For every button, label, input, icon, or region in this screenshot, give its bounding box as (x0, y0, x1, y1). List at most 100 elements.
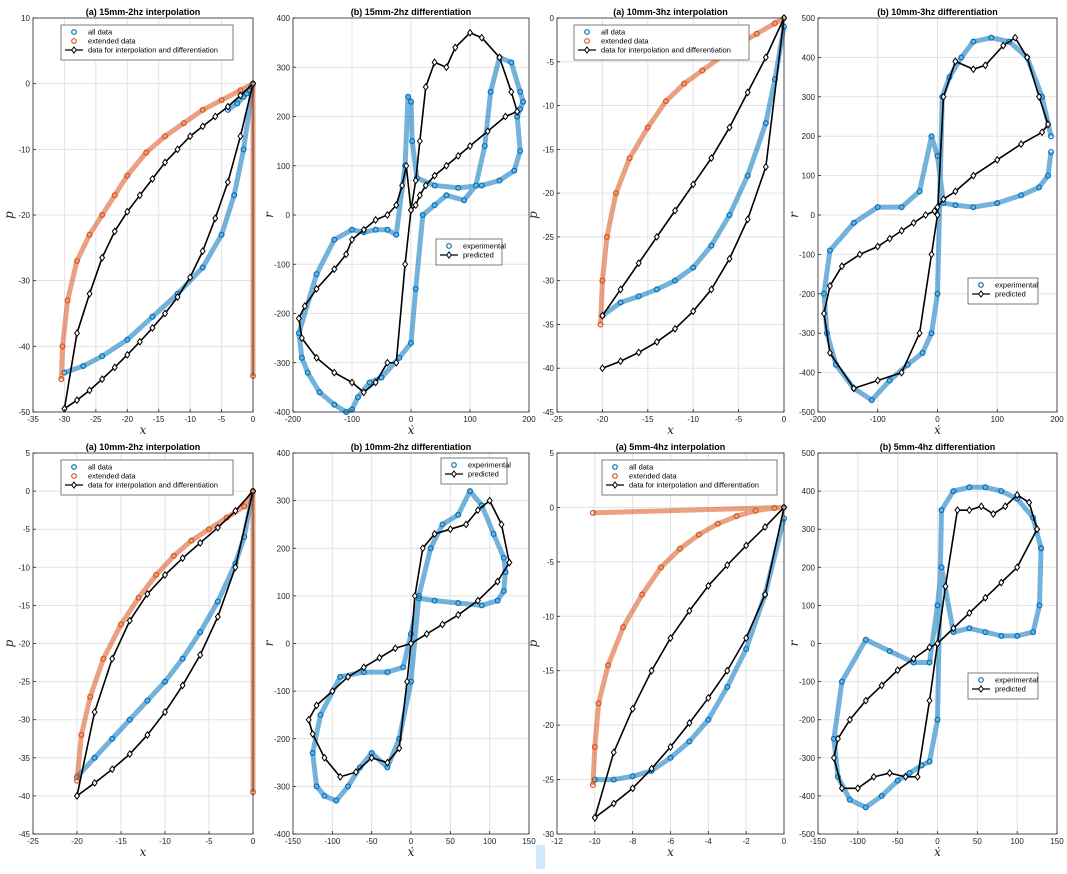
data-point (705, 693, 712, 702)
data-point (708, 242, 715, 249)
data-point (926, 758, 933, 765)
series-trace (74, 488, 256, 793)
data-point (1039, 128, 1046, 137)
legend-box (573, 24, 750, 61)
data-point (416, 137, 423, 146)
x-axis-label: x (140, 845, 147, 859)
data-point (78, 731, 85, 738)
data-point (970, 204, 977, 211)
data-point (179, 681, 186, 690)
x-tick-label: -5 (205, 837, 213, 846)
data-point (455, 610, 462, 619)
data-point (500, 588, 507, 595)
data-point (517, 147, 524, 154)
data-point (313, 701, 320, 710)
y-tick-label: -20 (18, 640, 30, 649)
legend-marker (451, 462, 457, 468)
series-trace (63, 81, 256, 375)
y-tick-label: -100 (274, 260, 291, 269)
data-point (188, 537, 195, 544)
data-point (926, 696, 933, 705)
data-point (603, 233, 610, 240)
legend-label: all data (88, 28, 113, 37)
y-axis-label: p (2, 639, 16, 647)
legend-label: experimental (468, 461, 511, 470)
legend-marker (71, 38, 77, 44)
panel-1: -35 -30 -25 -20 -15 -10 -5 0-50-40-30-20-10010(… (2, 7, 257, 437)
data-point (368, 753, 375, 762)
y-tick-label: 0 (286, 211, 291, 220)
panel-8: -150 -100 -50 0 50 100 150-500-400-300-200-100… (787, 442, 1064, 859)
y-tick-label: -25 (542, 776, 554, 785)
legend-marker (612, 464, 618, 470)
data-point (743, 634, 750, 643)
data-point (940, 92, 947, 101)
data-point (143, 149, 150, 156)
data-point (329, 687, 336, 696)
data-point (950, 624, 957, 633)
data-point (589, 509, 596, 516)
data-point (626, 155, 633, 162)
legend-marker (978, 685, 984, 693)
y-tick-label: 100 (277, 592, 291, 601)
data-point (595, 700, 602, 707)
data-point (199, 247, 206, 256)
data-point (886, 377, 893, 384)
series-extended-data (73, 488, 257, 796)
panel-7: -12 -10 -8 -6 -4 -2 0-30-25-20-15-10-505(a) 5m… (526, 442, 788, 859)
data-point (667, 634, 674, 643)
data-point (938, 507, 945, 514)
data-point (870, 772, 877, 781)
data-point (170, 552, 177, 559)
data-point (206, 526, 213, 533)
panel-title: (a) 10mm-3hz interpolation (613, 7, 728, 17)
y-tick-label: 100 (802, 601, 816, 610)
x-tick-label: -200 (810, 415, 827, 424)
legend-marker (71, 464, 77, 470)
data-point (662, 98, 669, 105)
data-point (653, 337, 660, 346)
panel-5: -25 -20 -15 -10 -5 0 -45 -40 -35 -30 -25 -20 -15 -10 -… (2, 442, 257, 859)
legend-marker (451, 470, 457, 478)
data-point (431, 58, 438, 67)
data-point (237, 132, 244, 141)
y-tick-label: 400 (802, 487, 816, 496)
legend-label: predicted (463, 251, 494, 260)
y-tick-label: -100 (274, 687, 291, 696)
data-point (838, 784, 845, 793)
data-point (982, 629, 989, 636)
data-point (966, 625, 973, 632)
data-point (313, 284, 320, 293)
legend-marker (584, 29, 590, 35)
data-point (431, 171, 438, 180)
data-point (916, 188, 923, 195)
data-point (762, 162, 769, 171)
data-point (1030, 629, 1037, 636)
data-point (392, 644, 399, 653)
x-tick-label: 200 (1050, 415, 1064, 424)
y-tick-label: -40 (542, 364, 554, 373)
y-tick-label: -5 (547, 558, 555, 567)
y-tick-label: -50 (18, 408, 30, 417)
y-axis-label: p (2, 211, 16, 219)
data-point (86, 289, 93, 298)
data-point (931, 207, 938, 216)
data-point (298, 334, 305, 343)
data-point (846, 715, 853, 724)
data-point (463, 520, 470, 529)
legend-label: experimental (463, 242, 506, 251)
data-point (613, 190, 620, 197)
y-tick-label: -30 (542, 830, 554, 839)
data-point (161, 158, 169, 167)
data-point (676, 545, 683, 552)
data-point (99, 353, 106, 360)
data-point (240, 146, 247, 153)
data-point (80, 363, 87, 370)
data-point (856, 250, 863, 259)
data-point (91, 708, 98, 717)
data-point (690, 264, 697, 271)
data-point (174, 145, 181, 154)
x-tick-label: 0 (935, 837, 940, 846)
data-point (970, 38, 977, 45)
data-point (862, 636, 869, 643)
